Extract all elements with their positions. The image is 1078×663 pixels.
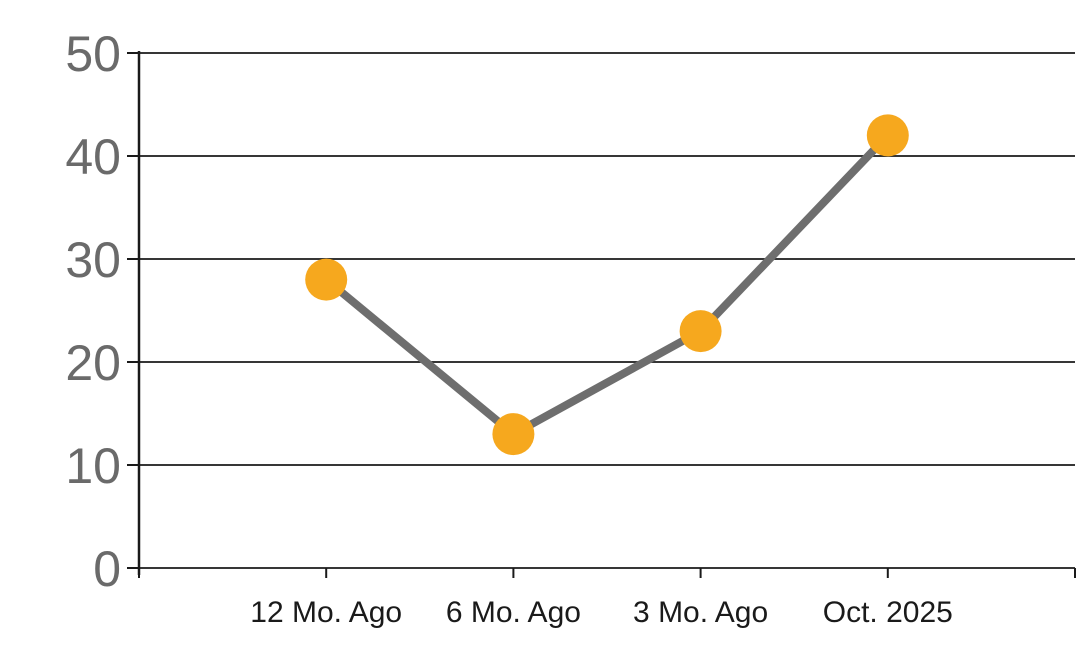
data-point <box>866 114 909 157</box>
y-axis-label: 30 <box>65 232 121 288</box>
x-axis-label: 3 Mo. Ago <box>633 596 768 629</box>
x-axis-label: Oct. 2025 <box>823 596 953 629</box>
data-point <box>679 310 722 353</box>
data-point <box>305 258 348 301</box>
y-axis-label: 50 <box>65 26 121 82</box>
data-line <box>322 131 892 439</box>
y-axis-label: 10 <box>65 438 121 494</box>
x-axis-label: 12 Mo. Ago <box>250 596 402 629</box>
y-axis-label: 20 <box>65 335 121 391</box>
data-point <box>492 413 535 456</box>
x-axis-label: 6 Mo. Ago <box>446 596 581 629</box>
y-axis-label: 40 <box>65 129 121 185</box>
y-axis-label: 0 <box>93 541 121 597</box>
